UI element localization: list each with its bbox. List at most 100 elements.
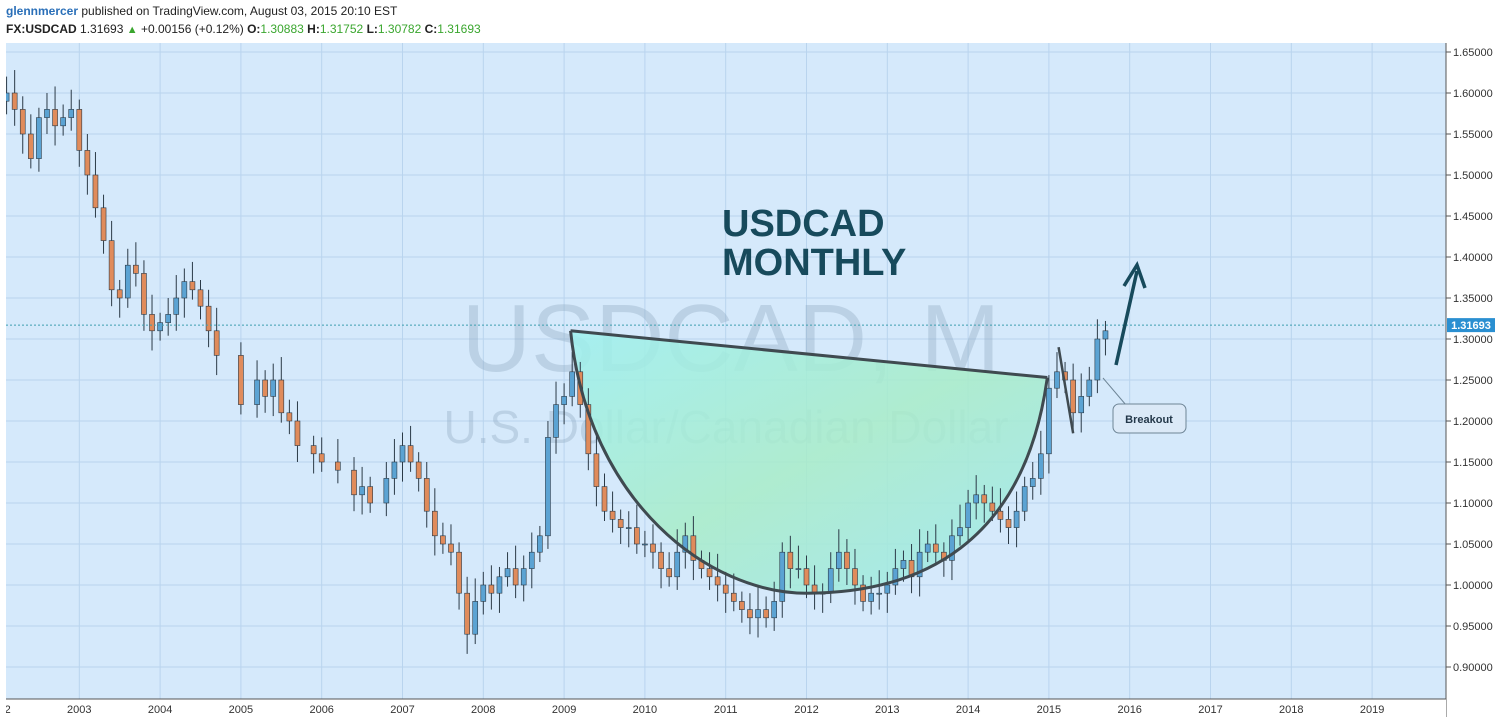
y-tick-label: 1.40000 [1453, 252, 1493, 264]
candle [480, 571, 487, 615]
price-chart[interactable]: USDCAD, M U.S. Dollar/Canadian Dollar US… [6, 43, 1496, 717]
candle [666, 552, 672, 587]
x-tick-label: 2009 [552, 704, 576, 716]
price-axis[interactable]: 1.65000 1.60000 1.55000 1.50000 1.45000 1.400… [1445, 43, 1496, 717]
candle [690, 516, 697, 581]
candle [706, 552, 713, 590]
annotation-title-line2: MONTHLY [722, 242, 906, 284]
candle [981, 484, 988, 523]
candle [779, 542, 786, 618]
open-value: 1.30883 [260, 22, 304, 36]
candle [860, 575, 866, 612]
candle [448, 524, 454, 566]
candle [916, 529, 923, 597]
time-axis[interactable]: 2002 2003 2004 2005 2006 2007 2008 2009 2010 2011… [6, 698, 1446, 717]
candle [100, 194, 107, 254]
candle [133, 242, 139, 287]
x-tick-label: 2003 [67, 704, 91, 716]
candle [44, 93, 50, 134]
candle [1038, 430, 1044, 495]
candle [496, 566, 503, 613]
candle [181, 268, 188, 318]
x-tick-label: 2004 [148, 704, 172, 716]
candle [601, 473, 608, 522]
candle [391, 439, 398, 495]
candle [545, 421, 551, 549]
price-change: +0.00156 (+0.12%) [140, 22, 244, 36]
low-value: 1.30782 [377, 22, 422, 36]
author-link[interactable]: glennmercer [6, 4, 79, 18]
chart-area[interactable]: USDCAD, M U.S. Dollar/Canadian Dollar US… [6, 43, 1496, 717]
x-tick-label: 2016 [1117, 704, 1141, 716]
candle [787, 535, 794, 589]
candle [124, 248, 131, 308]
candle [141, 260, 147, 331]
candle [52, 86, 58, 146]
x-tick-label: 2018 [1279, 704, 1303, 716]
candle [1013, 491, 1020, 548]
candle [949, 519, 955, 581]
y-tick-label: 0.90000 [1453, 662, 1493, 674]
breakout-callout[interactable]: Breakout [1102, 377, 1187, 434]
x-tick-label: 2019 [1360, 704, 1384, 716]
candle [456, 542, 462, 610]
y-tick-label: 1.65000 [1453, 47, 1493, 59]
candle [747, 593, 753, 635]
candle [60, 104, 66, 136]
candle [367, 476, 373, 513]
candle [722, 571, 729, 613]
candle [674, 529, 681, 590]
y-tick-label: 1.15000 [1453, 457, 1493, 469]
chart-header: glennmercer published on TradingView.com… [0, 0, 1504, 42]
candle [399, 432, 406, 482]
candle [68, 89, 75, 131]
candle [1070, 363, 1076, 430]
candle [36, 107, 42, 172]
candle [965, 489, 971, 541]
y-tick-label: 1.45000 [1453, 211, 1493, 223]
candle [876, 570, 883, 610]
candle [537, 525, 543, 563]
y-tick-label: 1.35000 [1453, 293, 1493, 305]
candle [472, 578, 479, 645]
candle [609, 491, 616, 533]
candle [739, 591, 745, 623]
candle [189, 261, 196, 300]
candle [1005, 506, 1012, 544]
candle [528, 532, 535, 589]
candle [730, 573, 737, 612]
y-tick-label: 1.30000 [1453, 334, 1493, 346]
candle [1054, 352, 1060, 399]
x-tick-label: 2012 [794, 704, 818, 716]
candle [488, 565, 495, 610]
symbol-label: FX:USDCAD [6, 22, 77, 36]
candle [149, 294, 155, 351]
candle [335, 439, 341, 484]
candle [795, 545, 802, 579]
cup-rim-line [570, 329, 1048, 380]
handle-trend-line [1057, 346, 1075, 434]
candle [11, 70, 18, 126]
candle [262, 370, 268, 413]
candle [270, 363, 277, 417]
candle [359, 466, 365, 515]
candle [1078, 373, 1085, 433]
candle [440, 522, 446, 554]
x-tick-label: 2002 [6, 704, 11, 716]
high-value: 1.31752 [319, 22, 364, 36]
ohlc-line: FX:USDCAD 1.31693 ▲ +0.00156 (+0.12%) O:… [6, 22, 481, 36]
candle [464, 576, 470, 654]
candle [423, 462, 430, 528]
candle [585, 388, 592, 471]
candle [900, 550, 907, 582]
candle [634, 504, 640, 554]
candles [6, 70, 1109, 654]
x-tick-label: 2005 [229, 704, 253, 716]
candle [1029, 462, 1036, 500]
candle [650, 524, 656, 569]
candle [625, 511, 632, 548]
candle [714, 553, 721, 602]
candle [286, 399, 293, 435]
annotation-title-line1: USDCAD [722, 203, 885, 245]
candle [1021, 476, 1028, 522]
